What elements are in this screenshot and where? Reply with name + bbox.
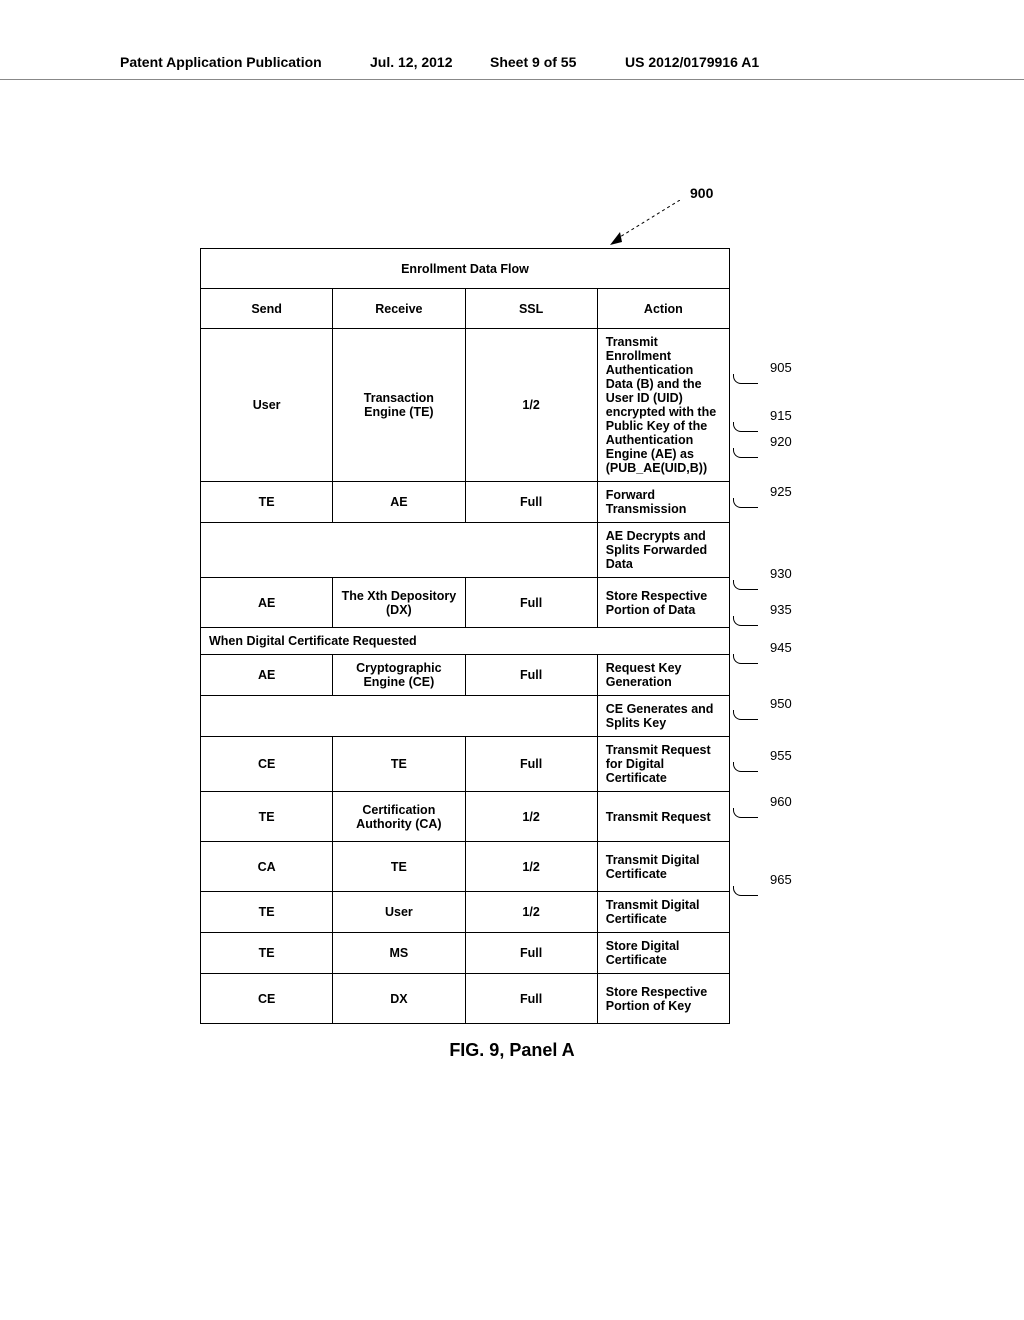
- cell-ssl: Full: [465, 933, 597, 974]
- connector-line: [733, 580, 758, 590]
- cell-ssl: Full: [465, 482, 597, 523]
- connector-line: [733, 374, 758, 384]
- cell-action: Transmit Request for Digital Certificate: [597, 737, 729, 792]
- header-date: Jul. 12, 2012: [370, 54, 453, 70]
- cell-receive: Certification Authority (CA): [333, 792, 465, 842]
- cell-send: TE: [201, 933, 333, 974]
- table-row: TE AE Full Forward Transmission: [201, 482, 730, 523]
- row-label-950: 950: [770, 696, 792, 711]
- cell-action: AE Decrypts and Splits Forwarded Data: [597, 523, 729, 578]
- cell-action: Request Key Generation: [597, 655, 729, 696]
- cell-receive: DX: [333, 974, 465, 1024]
- table-row: AE Cryptographic Engine (CE) Full Reques…: [201, 655, 730, 696]
- table-header-row: Send Receive SSL Action: [201, 289, 730, 329]
- cell-action: Store Digital Certificate: [597, 933, 729, 974]
- enrollment-flow-table: Enrollment Data Flow Send Receive SSL Ac…: [200, 248, 730, 1024]
- connector-line: [733, 498, 758, 508]
- cell-send: AE: [201, 655, 333, 696]
- header-pubnum: US 2012/0179916 A1: [625, 54, 759, 70]
- connector-line: [733, 654, 758, 664]
- cell-ssl: 1/2: [465, 842, 597, 892]
- cell-send: CE: [201, 974, 333, 1024]
- cell-receive: AE: [333, 482, 465, 523]
- cell-receive: TE: [333, 737, 465, 792]
- cell-send: CE: [201, 737, 333, 792]
- cell-empty: [201, 523, 598, 578]
- col-action-header: Action: [597, 289, 729, 329]
- col-send-header: Send: [201, 289, 333, 329]
- table-row: CE DX Full Store Respective Portion of K…: [201, 974, 730, 1024]
- cell-send: TE: [201, 892, 333, 933]
- cell-action: Transmit Request: [597, 792, 729, 842]
- row-label-915: 915: [770, 408, 792, 423]
- connector-line: [733, 616, 758, 626]
- figure-number: 900: [690, 185, 713, 201]
- row-label-965: 965: [770, 872, 792, 887]
- cell-action: CE Generates and Splits Key: [597, 696, 729, 737]
- page-header: Patent Application Publication Jul. 12, …: [0, 50, 1024, 80]
- col-ssl-header: SSL: [465, 289, 597, 329]
- cell-send: User: [201, 329, 333, 482]
- row-label-930: 930: [770, 566, 792, 581]
- col-receive-header: Receive: [333, 289, 465, 329]
- cell-send: AE: [201, 578, 333, 628]
- header-sheet: Sheet 9 of 55: [490, 54, 576, 70]
- figure-caption: FIG. 9, Panel A: [0, 1040, 1024, 1061]
- cell-action: Forward Transmission: [597, 482, 729, 523]
- cell-receive: The Xth Depository (DX): [333, 578, 465, 628]
- table-title-row: Enrollment Data Flow: [201, 249, 730, 289]
- row-label-925: 925: [770, 484, 792, 499]
- table-row: CA TE 1/2 Transmit Digital Certificate: [201, 842, 730, 892]
- row-label-905: 905: [770, 360, 792, 375]
- table-row: CE Generates and Splits Key: [201, 696, 730, 737]
- table-row: TE User 1/2 Transmit Digital Certificate: [201, 892, 730, 933]
- cell-send: TE: [201, 482, 333, 523]
- connector-line: [733, 422, 758, 432]
- cell-ssl: Full: [465, 578, 597, 628]
- row-label-935: 935: [770, 602, 792, 617]
- table-row: AE The Xth Depository (DX) Full Store Re…: [201, 578, 730, 628]
- cell-empty: [201, 696, 598, 737]
- table-title: Enrollment Data Flow: [201, 249, 730, 289]
- connector-line: [733, 886, 758, 896]
- cell-action: Transmit Digital Certificate: [597, 842, 729, 892]
- cell-receive: User: [333, 892, 465, 933]
- connector-line: [733, 762, 758, 772]
- row-label-945: 945: [770, 640, 792, 655]
- cell-ssl: Full: [465, 737, 597, 792]
- connector-line: [733, 710, 758, 720]
- cell-receive: Cryptographic Engine (CE): [333, 655, 465, 696]
- cell-send: TE: [201, 792, 333, 842]
- section-row: When Digital Certificate Requested: [201, 628, 730, 655]
- table-row: TE Certification Authority (CA) 1/2 Tran…: [201, 792, 730, 842]
- cell-send: CA: [201, 842, 333, 892]
- connector-line: [733, 808, 758, 818]
- cell-action: Store Respective Portion of Key: [597, 974, 729, 1024]
- connector-line: [733, 448, 758, 458]
- cell-receive: TE: [333, 842, 465, 892]
- cell-ssl: Full: [465, 655, 597, 696]
- section-label: When Digital Certificate Requested: [201, 628, 730, 655]
- row-label-920: 920: [770, 434, 792, 449]
- cell-action: Transmit Digital Certificate: [597, 892, 729, 933]
- table-row: AE Decrypts and Splits Forwarded Data: [201, 523, 730, 578]
- cell-ssl: 1/2: [465, 892, 597, 933]
- cell-action: Transmit Enrollment Authentication Data …: [597, 329, 729, 482]
- cell-ssl: 1/2: [465, 792, 597, 842]
- row-label-955: 955: [770, 748, 792, 763]
- cell-receive: MS: [333, 933, 465, 974]
- table-row: CE TE Full Transmit Request for Digital …: [201, 737, 730, 792]
- cell-action: Store Respective Portion of Data: [597, 578, 729, 628]
- cell-ssl: 1/2: [465, 329, 597, 482]
- row-label-960: 960: [770, 794, 792, 809]
- table-row: User Transaction Engine (TE) 1/2 Transmi…: [201, 329, 730, 482]
- table-row: TE MS Full Store Digital Certificate: [201, 933, 730, 974]
- cell-receive: Transaction Engine (TE): [333, 329, 465, 482]
- cell-ssl: Full: [465, 974, 597, 1024]
- header-title: Patent Application Publication: [120, 54, 322, 70]
